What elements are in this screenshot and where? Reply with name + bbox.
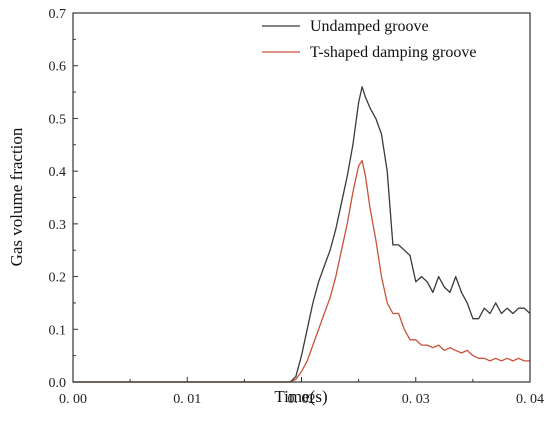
y-axis: 0.0 0.1 0.2 0.3 0.4 0.5 0.6 0.7 <box>49 7 78 391</box>
y-tick-label: 0.7 <box>49 7 67 22</box>
plot-area-background <box>73 13 530 382</box>
x-tick-label: 0. 04 <box>516 392 544 407</box>
x-tick-label: 0. 02 <box>288 392 316 407</box>
y-tick-label: 0.6 <box>49 60 67 75</box>
x-tick-label: 0. 03 <box>402 392 430 407</box>
legend-label: T-shaped damping groove <box>310 44 476 61</box>
x-axis: 0. 00 0. 01 0. 02 0. 03 0. 04 <box>59 377 544 407</box>
series-line-2 <box>73 159 530 383</box>
y-tick-label: 0.1 <box>49 323 67 338</box>
x-axis-title: Time(s) <box>274 387 327 406</box>
y-axis-title: Gas volume fraction <box>7 127 26 266</box>
y-tick-label: 0.5 <box>49 112 67 127</box>
series-layer <box>73 86 531 383</box>
series-line-1 <box>73 86 531 383</box>
y-tick-label: 0.2 <box>49 271 67 286</box>
y-tick-label: 0.3 <box>49 218 67 233</box>
legend-label: Undamped groove <box>310 18 429 35</box>
y-tick-label: 0.4 <box>49 165 67 180</box>
x-tick-label: 0. 00 <box>59 392 87 407</box>
legend: Undamped groove T-shaped damping groove <box>262 18 476 61</box>
y-tick-label: 0.0 <box>49 376 67 391</box>
x-tick-label: 0. 01 <box>173 392 201 407</box>
